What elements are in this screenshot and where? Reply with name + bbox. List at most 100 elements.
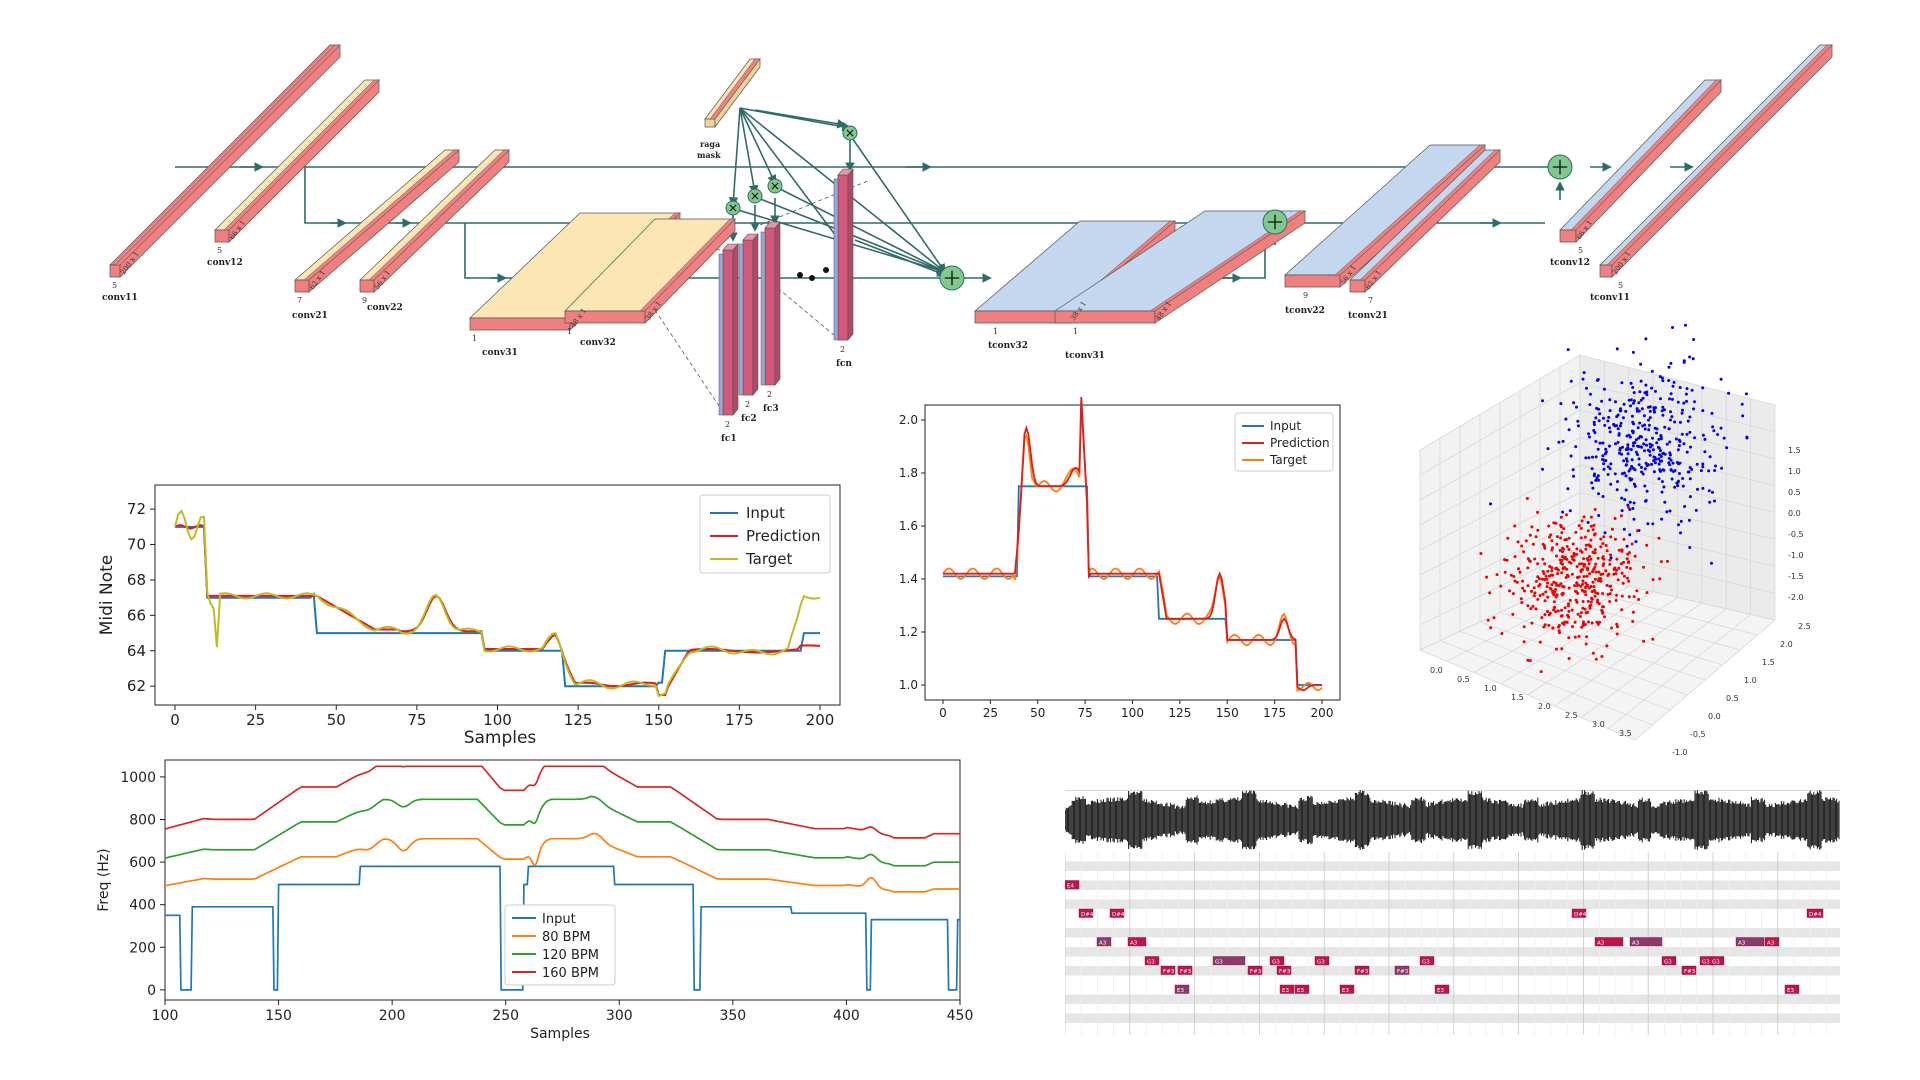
- note-label: D#4: [1574, 912, 1587, 918]
- series-line-0: [165, 865, 960, 991]
- block-label: tconv22: [1285, 306, 1325, 316]
- note-label: F#3: [1684, 969, 1696, 975]
- z-tick-label: -2.0: [1788, 593, 1804, 602]
- z-tick-label: -1.5: [1788, 572, 1804, 581]
- legend-entry: Target: [1269, 453, 1307, 467]
- note-label: E4: [1067, 884, 1074, 890]
- note-label: A3: [1632, 941, 1640, 947]
- note-label: F#3: [1397, 969, 1409, 975]
- x-tick-label: 3.5: [1619, 729, 1632, 738]
- y-tick-label: 62: [127, 677, 146, 695]
- piano-roll-note: D#4: [1078, 908, 1094, 918]
- z-tick-label: 0.5: [1788, 488, 1801, 497]
- x-tick-label: 100: [1121, 706, 1144, 720]
- note-label: F#3: [1357, 969, 1369, 975]
- piano-roll-note: G3: [1419, 956, 1435, 966]
- piano-roll-note: A3: [1594, 937, 1624, 947]
- y-tick-label: 600: [129, 855, 156, 871]
- note-label: A3: [1099, 941, 1107, 947]
- piano-roll-note: E3: [1339, 984, 1355, 994]
- z-tick-label: 0.0: [1788, 509, 1801, 518]
- block-label: fcn: [836, 359, 852, 369]
- x-tick-label: 400: [833, 1008, 860, 1024]
- block-depth: 9: [362, 296, 367, 305]
- piano-roll-note: E3: [1434, 984, 1450, 994]
- note-label: E3: [1282, 988, 1289, 994]
- multiply-node: [747, 188, 763, 204]
- block-depth: 2: [725, 420, 730, 429]
- block-label: tconv21: [1348, 311, 1388, 321]
- encoder-block-conv21: [294, 149, 460, 293]
- block-label: conv12: [207, 258, 243, 268]
- block-label: tconv32: [988, 341, 1028, 351]
- midi-ylabel: Midi Note: [97, 555, 117, 636]
- piano-roll-note: F#3: [1276, 965, 1292, 975]
- y-tick-label: 1.6: [899, 519, 918, 533]
- piano-roll-note: G3: [1144, 956, 1160, 966]
- y-tick-label: 2.0: [899, 413, 918, 427]
- raga-mask-block: [704, 57, 761, 129]
- piano-roll-note: G3: [1269, 956, 1285, 966]
- block-depth: 1: [1073, 327, 1078, 336]
- x-tick-label: 1.5: [1511, 693, 1524, 702]
- x-tick-label: 0.5: [1457, 675, 1470, 684]
- x-tick-label: 25: [246, 711, 265, 729]
- piano-roll-note: A3: [1096, 937, 1112, 947]
- piano-roll-note: A3: [1629, 937, 1663, 947]
- decoder-block-tconv31: [1053, 210, 1307, 324]
- y-tick-label: 400: [129, 898, 156, 914]
- y-tick-label: 2.0: [1780, 640, 1793, 649]
- decoder-block-tconv21: [1349, 149, 1501, 293]
- legend-entry: 80 BPM: [542, 930, 591, 945]
- note-label: D#4: [1112, 912, 1125, 918]
- x-tick-label: 350: [719, 1008, 746, 1024]
- y-tick-label: 66: [127, 606, 146, 624]
- block-depth: 2: [840, 345, 845, 354]
- piano-roll-note: E3: [1279, 984, 1295, 994]
- block-depth: 5: [112, 281, 117, 290]
- piano-roll-note: E3: [1294, 984, 1310, 994]
- mask-label: raga: [700, 139, 720, 149]
- x-tick-label: 200: [806, 711, 835, 729]
- x-tick-label: 3.0: [1592, 720, 1605, 729]
- series-line-target: [942, 401, 1323, 692]
- multiply-node: [767, 178, 783, 194]
- y-tick-label: 2.5: [1798, 622, 1811, 631]
- block-label: fc3: [763, 404, 779, 414]
- y-tick-label: 1.0: [899, 678, 918, 692]
- note-label: D#4: [1809, 912, 1822, 918]
- piano-roll-note: D#4: [1109, 908, 1125, 918]
- piano-roll-note: A3: [1764, 937, 1780, 947]
- x-tick-label: 150: [644, 711, 673, 729]
- legend-entry: Prediction: [746, 527, 821, 545]
- legend-entry: Input: [542, 912, 576, 927]
- piano-roll-note: E4: [1065, 880, 1080, 890]
- x-tick-label: 0: [170, 711, 180, 729]
- block-label: conv11: [102, 293, 138, 303]
- x-tick-label: 150: [1216, 706, 1239, 720]
- fc-block-fc2: [738, 233, 759, 396]
- legend-box: [504, 904, 616, 986]
- piano-roll-note: E3: [1174, 984, 1190, 994]
- y-tick-label: 70: [127, 536, 146, 554]
- y-tick-label: 0: [147, 983, 156, 999]
- z-tick-label: -1.0: [1788, 551, 1804, 560]
- x-tick-label: 50: [1030, 706, 1045, 720]
- block-label: fc1: [721, 434, 737, 444]
- series-line-1: [164, 832, 960, 893]
- z-tick-label: 1.0: [1788, 467, 1801, 476]
- piano-roll-note: F#3: [1247, 965, 1263, 975]
- legend-entry: Target: [745, 550, 793, 568]
- note-label: A3: [1738, 941, 1746, 947]
- legend-entry: 120 BPM: [542, 948, 599, 963]
- y-tick-label: 1.0: [1744, 676, 1757, 685]
- note-label: G3: [1317, 960, 1325, 966]
- series-line-target: [174, 509, 821, 698]
- block-label: tconv12: [1550, 258, 1590, 268]
- piano-roll-note: F#3: [1160, 965, 1176, 975]
- piano-roll-note: F#3: [1177, 965, 1193, 975]
- note-label: G3: [1215, 960, 1223, 966]
- x-tick-label: 100: [483, 711, 512, 729]
- encoder-block-conv32: [564, 218, 736, 324]
- x-tick-label: 100: [152, 1008, 179, 1024]
